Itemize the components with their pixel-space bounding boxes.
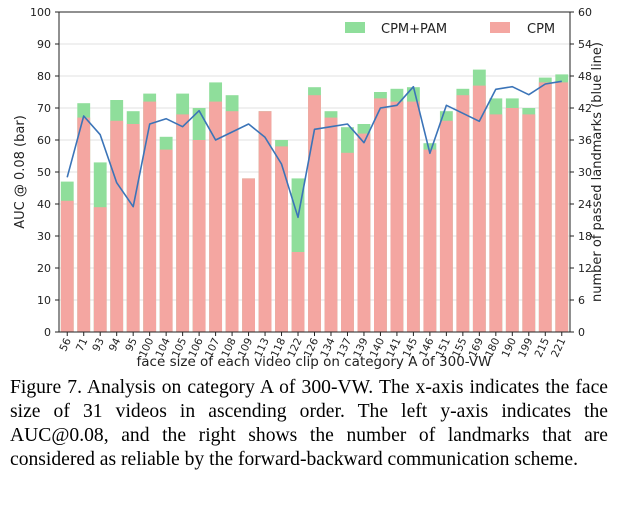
- y2-tick-label: 6: [578, 294, 585, 307]
- landmark-line: [66, 80, 562, 219]
- bar-cpm: [489, 114, 503, 333]
- bar-cpm: [505, 108, 519, 332]
- bar-cpm: [341, 152, 354, 332]
- bar-cpm: [258, 111, 272, 332]
- bar-cpm: [225, 111, 239, 332]
- y2-tick-label: 12: [578, 262, 592, 275]
- y-axis-label: AUC @ 0.08 (bar): [13, 115, 28, 229]
- y-tick-label: 100: [30, 6, 51, 19]
- bar-cpm: [423, 149, 437, 332]
- y2-axis-label: number of passed landmarks (blue line): [590, 42, 605, 302]
- bars: [60, 69, 569, 333]
- y2-tick-label: 42: [578, 102, 592, 115]
- bar-cpm: [522, 114, 536, 333]
- x-tick-label: 56: [57, 336, 74, 353]
- y-tick-label: 60: [37, 134, 51, 147]
- x-tick-label: 215: [533, 336, 552, 359]
- bar-cpm: [126, 124, 140, 332]
- bar-cpm: [291, 252, 305, 332]
- x-tick-label: 221: [549, 336, 568, 359]
- bar-cpm: [308, 95, 321, 332]
- bar-cpm: [538, 82, 552, 333]
- bar-cpm: [77, 117, 91, 332]
- y2-tick-label: 60: [578, 6, 592, 19]
- y-tick-label: 80: [37, 70, 51, 83]
- y-tick-label: 50: [37, 166, 51, 179]
- y2-tick-label: 48: [578, 70, 592, 83]
- bar-cpm: [374, 98, 387, 333]
- bar-cpm: [324, 117, 338, 332]
- bar-cpm: [192, 140, 206, 332]
- axes: 0 10 20 30 40 50 60 70 80 90 100 0 6 12 18 24 30 36 42 48 54…: [30, 6, 592, 359]
- y-tick-label: 0: [44, 326, 51, 339]
- y-tick-label: 90: [37, 38, 51, 51]
- legend-label-cpm-pam: CPM+PAM: [381, 22, 447, 37]
- x-tick-label: 95: [123, 336, 140, 353]
- bar-cpm: [159, 149, 173, 332]
- bar-cpm: [275, 146, 288, 332]
- x-axis-label: face size of each video clip on category…: [137, 354, 492, 370]
- bar-cpm: [456, 95, 470, 332]
- legend-swatch-cpm-pam: [345, 22, 365, 33]
- chart: 0 10 20 30 40 50 60 70 80 90 100 0 6 12 18 24 30 36 42 48 54…: [13, 6, 605, 370]
- bar-cpm: [143, 101, 157, 332]
- bar-cpm: [439, 120, 453, 332]
- bar-cpm: [242, 178, 255, 332]
- y-tick-label: 70: [37, 102, 51, 115]
- bar-cpm: [406, 101, 420, 332]
- y-tick-label: 30: [37, 230, 51, 243]
- legend-label-cpm: CPM: [527, 22, 555, 37]
- y-tick-label: 10: [37, 294, 51, 307]
- x-tick-label: 71: [74, 336, 91, 353]
- y2-tick-label: 36: [578, 134, 592, 147]
- y-tick-label: 20: [37, 262, 51, 275]
- y2-tick-label: 18: [578, 230, 592, 243]
- y2-tick-label: 24: [578, 198, 592, 211]
- x-tick-label: 190: [500, 336, 519, 359]
- y-tick-label: 40: [37, 198, 51, 211]
- x-tick-label: 94: [107, 336, 124, 353]
- bar-cpm: [110, 120, 124, 332]
- bar-cpm: [357, 133, 371, 332]
- x-tick-label: 199: [516, 336, 535, 359]
- y2-tick-label: 54: [578, 38, 592, 51]
- bar-cpm: [555, 82, 569, 333]
- bar-cpm: [390, 101, 404, 332]
- legend: CPM+PAM CPM: [345, 22, 555, 37]
- bar-cpm: [472, 85, 486, 332]
- y2-tick-label: 0: [578, 326, 585, 339]
- x-tick-label: 93: [90, 336, 107, 353]
- bar-cpm: [176, 114, 190, 333]
- bar-cpm: [93, 207, 107, 332]
- legend-swatch-cpm: [490, 22, 510, 33]
- y2-tick-label: 30: [578, 166, 592, 179]
- bar-cpm: [209, 101, 223, 332]
- figure-caption: Figure 7. Analysis on category A of 300-…: [10, 377, 608, 470]
- landmark-line-path: [66, 80, 562, 219]
- bar-cpm: [60, 200, 74, 332]
